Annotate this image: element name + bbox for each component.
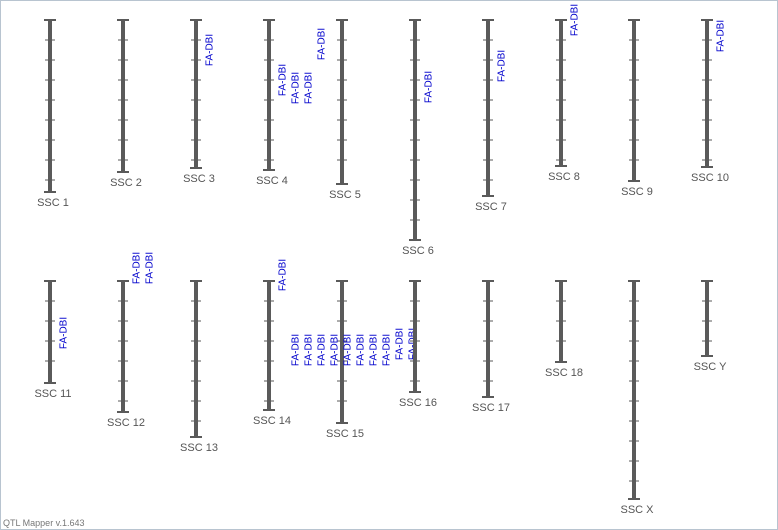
chromosome xyxy=(121,20,125,172)
chromosome xyxy=(413,20,417,240)
chromosome xyxy=(267,20,271,170)
chromosome-label: SSC 8 xyxy=(548,171,580,183)
qtl-label: FA-DBI xyxy=(278,259,289,291)
chromosome-label: SSC 11 xyxy=(34,388,71,400)
qtl-label: FA-DBI xyxy=(369,334,380,366)
qtl-label: FA-DBI xyxy=(343,334,354,366)
chromosome xyxy=(705,20,709,167)
chromosome xyxy=(486,20,490,196)
chromosome-label: SSC 3 xyxy=(183,173,215,185)
chromosome xyxy=(48,281,52,383)
qtl-label: FA-DBI xyxy=(59,317,70,349)
qtl-label: FA-DBI xyxy=(291,334,302,366)
qtl-label: FA-DBI xyxy=(716,20,727,52)
chromosome-label: SSC 16 xyxy=(399,397,437,409)
chromosome xyxy=(559,20,563,166)
qtl-label: FA-DBI xyxy=(330,334,341,366)
chromosome-label: SSC X xyxy=(620,504,654,516)
chromosome xyxy=(340,20,344,184)
chromosome-label: SSC 13 xyxy=(180,442,218,454)
qtl-label: FA-DBI xyxy=(278,64,289,96)
chromosome-label: SSC 1 xyxy=(37,197,69,209)
chromosome xyxy=(340,281,344,423)
chromosome-label: SSC 2 xyxy=(110,177,142,189)
qtl-label: FA-DBI xyxy=(497,50,508,82)
qtl-label: FA-DBI xyxy=(145,252,156,284)
chromosome xyxy=(705,281,709,356)
chromosome-label: SSC 7 xyxy=(475,201,507,213)
qtl-label: FA-DBI xyxy=(317,28,328,60)
qtl-label: FA-DBI xyxy=(424,71,435,103)
chromosome-label: SSC 18 xyxy=(545,367,583,379)
chromosome-label: SSC 14 xyxy=(253,415,291,427)
chromosome xyxy=(486,281,490,397)
qtl-label: FA-DBI xyxy=(291,72,302,104)
chromosome-label: SSC 17 xyxy=(472,402,510,414)
qtl-label: FA-DBI xyxy=(395,328,406,360)
chromosome xyxy=(48,20,52,192)
chromosome-label: SSC 4 xyxy=(256,175,288,187)
footer: QTL Mapper v.1.643 xyxy=(3,518,85,528)
qtl-label: FA-DBI xyxy=(132,252,143,284)
chromosome-label: SSC 6 xyxy=(402,245,434,257)
chromosome-label: SSC Y xyxy=(694,361,727,373)
qtl-label: FA-DBI xyxy=(570,4,581,36)
qtl-label: FA-DBI xyxy=(317,334,328,366)
chromosome-label: SSC 15 xyxy=(326,428,364,440)
qtl-label: FA-DBI xyxy=(356,334,367,366)
chromosome-label: SSC 9 xyxy=(621,186,653,198)
chromosome-label: SSC 12 xyxy=(107,417,145,429)
chromosome xyxy=(194,281,198,437)
chromosome xyxy=(121,281,125,412)
chromosome xyxy=(267,281,271,410)
qtl-label: FA-DBI xyxy=(304,334,315,366)
chromosome xyxy=(632,281,636,499)
chromosome xyxy=(194,20,198,168)
chromosome xyxy=(413,281,417,392)
chromosome-label: SSC 10 xyxy=(691,172,729,184)
qtl-label: FA-DBI xyxy=(205,34,216,66)
qtl-label: FA-DBI xyxy=(304,72,315,104)
qtl-label: FA-DBI xyxy=(382,334,393,366)
chromosome-label: SSC 5 xyxy=(329,189,361,201)
